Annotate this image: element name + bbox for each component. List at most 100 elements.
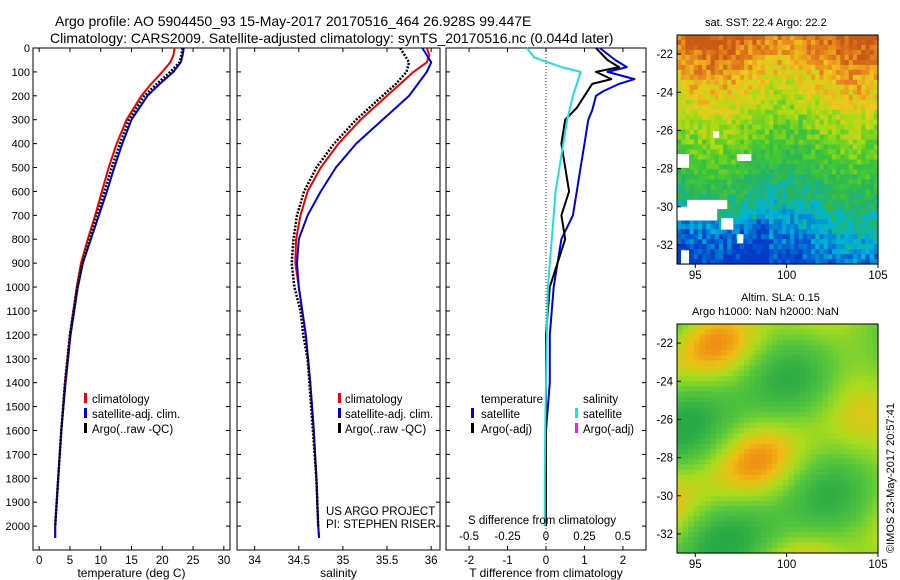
- map-cell: [833, 438, 840, 445]
- map-cell: [788, 511, 795, 518]
- map-cell: [838, 459, 846, 466]
- map-cell: [844, 194, 850, 200]
- map-cell: [710, 169, 716, 175]
- map-cell: [844, 490, 851, 497]
- map-cell: [869, 244, 875, 250]
- map-cell: [822, 454, 829, 460]
- map-cell: [836, 249, 841, 255]
- map-cell: [866, 344, 874, 351]
- map-cell: [827, 144, 833, 151]
- map-cell: [844, 114, 850, 121]
- map-cell: [799, 334, 807, 341]
- map-cell: [697, 229, 703, 235]
- map-cell: [783, 386, 790, 393]
- map-cell: [744, 547, 751, 554]
- map-cell: [838, 485, 846, 492]
- map-cell: [861, 54, 867, 61]
- map-cell: [827, 35, 833, 41]
- map-cell: [699, 381, 706, 388]
- map-cell: [850, 506, 857, 512]
- map-cell: [716, 443, 723, 450]
- map-cell: [816, 402, 823, 408]
- map-cell: [781, 169, 787, 175]
- map-cell: [873, 39, 879, 46]
- map-cell: [704, 532, 712, 538]
- map-cell: [873, 149, 879, 156]
- map-cell: [744, 114, 749, 121]
- map-cell: [844, 334, 851, 341]
- map-cell: [790, 254, 795, 260]
- map-cell: [822, 329, 829, 335]
- map-cell: [771, 485, 779, 492]
- map-cell: [735, 209, 741, 215]
- map-cell: [755, 474, 762, 481]
- map-cell: [811, 114, 816, 121]
- map-cell: [827, 109, 833, 116]
- map-cell: [769, 154, 774, 161]
- map-cell: [704, 495, 712, 502]
- map-cell: [714, 64, 720, 71]
- map-cell: [766, 428, 773, 434]
- map-cell: [723, 164, 728, 171]
- map-cell: [727, 49, 733, 56]
- map-cell: [865, 104, 871, 111]
- map-cell: [827, 422, 834, 429]
- map-cell: [827, 386, 834, 393]
- map-cell: [771, 344, 779, 351]
- legend-swatch-t-argo: [471, 423, 474, 433]
- map-cell: [710, 547, 717, 554]
- map-cell: [682, 495, 689, 502]
- map-cell: [693, 412, 700, 419]
- map-cell: [721, 412, 728, 419]
- map-cell: [718, 144, 724, 151]
- y-tick-label: 800: [12, 234, 30, 246]
- map-cell: [738, 464, 745, 471]
- map-cell: [710, 179, 716, 185]
- map-cell: [816, 485, 823, 492]
- map-cell: [697, 224, 703, 230]
- map-cell: [857, 154, 862, 161]
- map-cell: [771, 448, 779, 455]
- map-cell: [706, 124, 712, 131]
- map-cell: [816, 376, 823, 382]
- map-cell: [833, 474, 840, 481]
- map-cell: [827, 433, 834, 440]
- map-cell: [727, 350, 734, 356]
- map-cell: [794, 438, 801, 445]
- map-cell: [827, 459, 834, 466]
- map-cell: [869, 189, 875, 195]
- map-cell: [848, 69, 854, 76]
- map-cell: [822, 381, 829, 388]
- map-cell: [855, 500, 862, 507]
- map-cell: [769, 59, 774, 66]
- map-cell: [777, 119, 783, 126]
- map-cell: [788, 526, 795, 533]
- map-cell: [799, 537, 807, 544]
- map-cell: [749, 391, 756, 398]
- map-cell: [831, 179, 837, 185]
- map-cell: [693, 184, 699, 190]
- map-cell: [766, 370, 773, 377]
- map-cell: [764, 229, 770, 235]
- map-cell: [716, 370, 723, 377]
- map-cell: [702, 59, 707, 66]
- map-cell: [805, 370, 812, 377]
- map-cell: [727, 114, 733, 121]
- map-cell: [727, 139, 733, 146]
- map-cell: [704, 417, 712, 424]
- map-cell: [710, 386, 717, 393]
- map-cell: [771, 339, 779, 346]
- map-cell: [827, 542, 834, 549]
- map-cell: [752, 244, 758, 250]
- map-cell: [769, 104, 774, 111]
- map-cell: [685, 89, 691, 96]
- map-cell: [744, 344, 751, 351]
- map-cell: [773, 159, 779, 166]
- map-cell: [788, 344, 795, 351]
- map-cell: [697, 219, 703, 225]
- map-cell: [731, 219, 737, 225]
- map-cell: [693, 59, 699, 66]
- map-cell: [827, 391, 834, 398]
- map-cell: [861, 114, 867, 121]
- map-cell: [693, 506, 700, 512]
